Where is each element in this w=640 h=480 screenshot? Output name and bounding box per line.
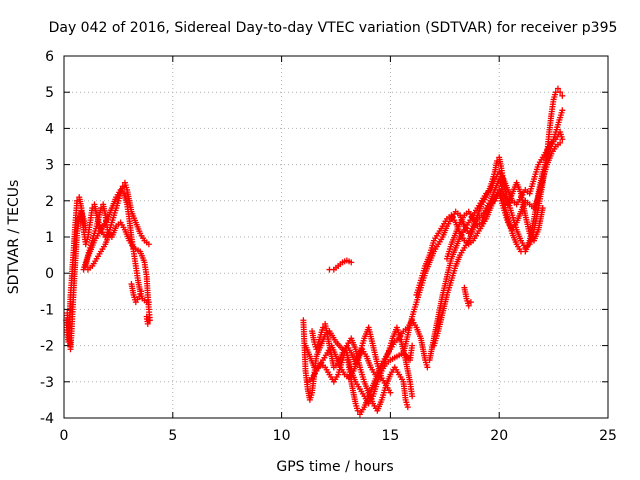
data-point: [465, 302, 472, 309]
y-axis-label: SDTVAR / TECUs: [6, 180, 22, 295]
data-point: [136, 293, 143, 300]
y-tick-label: -3: [40, 375, 54, 391]
y-tick-label: -2: [40, 339, 54, 355]
plot-frame: [63, 55, 609, 419]
chart-title: Day 042 of 2016, Sidereal Day-to-day VTE…: [49, 20, 618, 36]
x-axis-label: GPS time / hours: [276, 459, 393, 475]
data-point: [557, 139, 564, 146]
y-tick-label: 3: [45, 158, 54, 174]
y-tick-label: 1: [45, 230, 54, 246]
x-tick-label: 20: [490, 428, 508, 444]
data-point: [354, 407, 361, 414]
y-tick-label: 2: [45, 194, 54, 210]
x-tick-label: 25: [599, 428, 617, 444]
data-point: [138, 288, 145, 295]
x-tick-label: 0: [60, 428, 69, 444]
data-point: [119, 183, 126, 190]
data-point: [539, 205, 546, 212]
data-point: [387, 389, 394, 396]
y-tick-label: -4: [40, 411, 54, 427]
y-tick-label: 6: [45, 49, 54, 65]
data-point: [144, 320, 151, 327]
data-point: [348, 259, 355, 266]
data-point: [145, 241, 152, 248]
y-tick-label: -1: [40, 302, 54, 318]
data-point: [404, 404, 411, 411]
x-tick-label: 10: [273, 428, 291, 444]
data-point: [409, 342, 416, 349]
data-point: [559, 107, 566, 114]
data-point: [82, 226, 89, 233]
axis-ticks: 0 5 10 15 20 25 -4 -3 -2 -1 0 1 2 3 4 5 6: [40, 49, 617, 444]
data-point: [424, 364, 431, 371]
y-tick-label: 5: [45, 85, 54, 101]
data-marks: [63, 85, 566, 418]
data-point: [467, 299, 474, 306]
data-point: [145, 317, 152, 324]
x-tick-label: 15: [381, 428, 399, 444]
data-point: [554, 85, 561, 92]
x-tick-label: 5: [168, 428, 177, 444]
data-point: [106, 230, 113, 237]
y-tick-label: 4: [45, 121, 54, 137]
data-point: [559, 92, 566, 99]
data-point: [557, 89, 564, 96]
data-point: [559, 136, 566, 143]
data-point: [409, 393, 416, 400]
y-tick-label: 0: [45, 266, 54, 282]
data-point: [137, 291, 144, 298]
